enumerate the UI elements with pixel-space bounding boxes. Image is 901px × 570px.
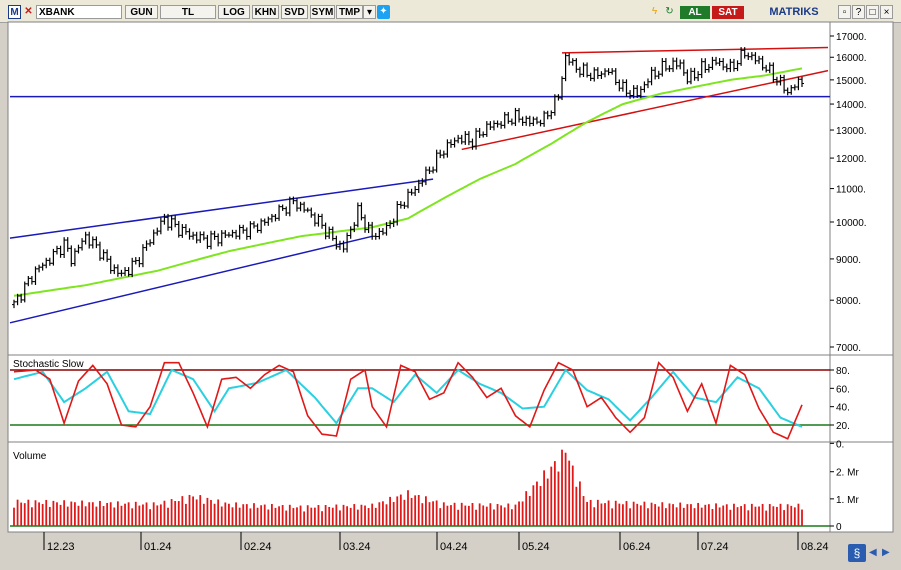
x-tick-label: 12.23 <box>47 541 75 553</box>
stochastic-title: Stochastic Slow <box>13 359 84 370</box>
svd-button[interactable]: SVD <box>281 5 308 19</box>
volume-tick-label: 2. Mr <box>836 468 859 479</box>
khn-button[interactable]: KHN <box>252 5 279 19</box>
log-button[interactable]: LOG <box>218 5 250 19</box>
close-icon[interactable]: ✕ <box>24 6 33 17</box>
symbol-logo-icon[interactable]: M <box>8 5 21 19</box>
x-tick-label: 07.24 <box>701 541 729 553</box>
tmp-button[interactable]: TMP <box>336 5 363 19</box>
volume-tick-label: 0 <box>836 522 842 533</box>
maximize-icon[interactable]: □ <box>866 5 879 19</box>
sym-button[interactable]: SYM <box>310 5 335 19</box>
stoch-tick-label: 80. <box>836 366 850 377</box>
x-tick-label: 04.24 <box>440 541 468 553</box>
bottom-controls: § ◀ ▶ <box>848 544 898 562</box>
x-tick-label: 08.24 <box>801 541 829 553</box>
symbol-label[interactable]: XBANK <box>36 5 122 19</box>
price-tick-label: 7000. <box>836 343 861 354</box>
toolbar: M ✕ XBANK GUN TL LOG KHN SVD SYM TMP ▾ ✦… <box>0 0 901 23</box>
volume-title: Volume <box>13 451 47 462</box>
price-bar <box>800 76 804 87</box>
help-icon[interactable]: ? <box>852 5 865 19</box>
x-tick-label: 06.24 <box>623 541 651 553</box>
stoch-tick-label: 20. <box>836 421 850 432</box>
refresh-icon[interactable]: ↻ <box>665 6 674 17</box>
moving-average-line <box>13 67 803 297</box>
x-tick-label: 05.24 <box>522 541 550 553</box>
lightning-icon[interactable]: ϟ <box>651 6 658 17</box>
period-button[interactable]: GUN <box>125 5 158 19</box>
stochastic-k-line <box>13 361 803 440</box>
price-tick-label: 13000. <box>836 126 867 137</box>
trendline-blue-1 <box>9 235 373 324</box>
price-tick-label: 16000. <box>836 53 867 64</box>
stoch-tick-label: 0. <box>836 439 844 450</box>
stoch-tick-label: 60. <box>836 384 850 395</box>
dropdown-arrow-icon[interactable]: ▾ <box>363 5 376 19</box>
x-tick-label: 03.24 <box>343 541 371 553</box>
sell-button[interactable]: SAT <box>712 6 744 19</box>
price-tick-label: 17000. <box>836 32 867 43</box>
stoch-tick-label: 40. <box>836 403 850 414</box>
sync-icon[interactable]: § <box>848 544 866 562</box>
twitter-icon[interactable]: ✦ <box>377 5 390 19</box>
x-tick-label: 01.24 <box>144 541 172 553</box>
price-tick-label: 15000. <box>836 76 867 87</box>
currency-button[interactable]: TL <box>160 5 216 19</box>
x-tick-label: 02.24 <box>244 541 272 553</box>
brand-logo: MATRIKS <box>769 6 819 18</box>
buy-button[interactable]: AL <box>680 6 710 19</box>
trendline-blue-0 <box>9 178 434 239</box>
price-tick-label: 14000. <box>836 100 867 111</box>
trendline-red-3 <box>461 69 829 151</box>
price-tick-label: 11000. <box>836 185 866 196</box>
scroll-left-icon[interactable]: ◀ <box>869 547 877 558</box>
price-tick-label: 10000. <box>836 218 867 229</box>
price-tick-label: 8000. <box>836 296 861 307</box>
minimize-icon[interactable]: ▫ <box>838 5 851 19</box>
trendline-red-4 <box>562 46 829 54</box>
price-tick-label: 12000. <box>836 154 867 165</box>
price-tick-label: 9000. <box>836 255 861 266</box>
window-close-icon[interactable]: × <box>880 5 893 19</box>
scroll-right-icon[interactable]: ▶ <box>882 547 890 558</box>
volume-tick-label: 1. Mr <box>836 495 859 506</box>
